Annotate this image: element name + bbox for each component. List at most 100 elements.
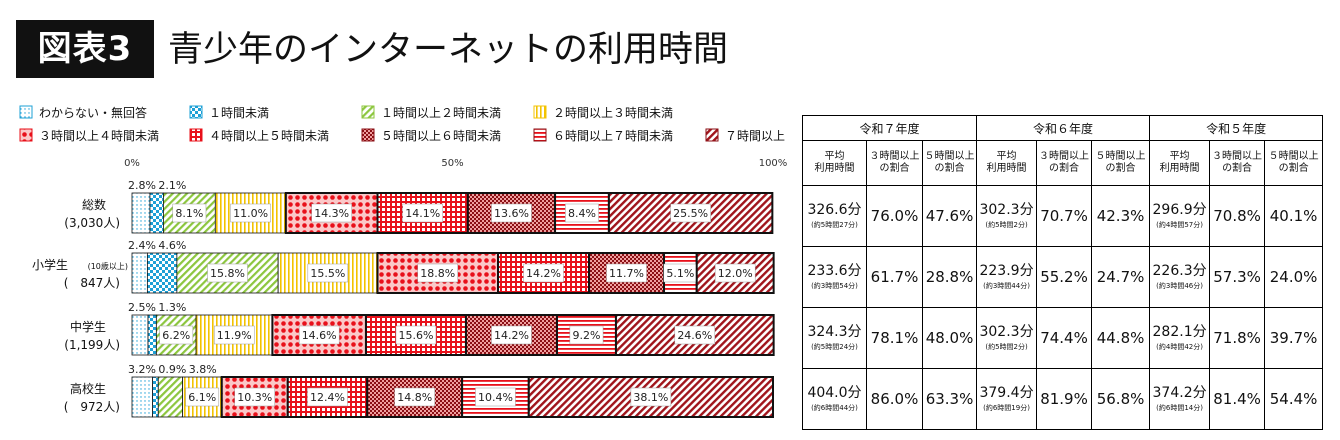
average-time-cell: 296.9分 (約4時間57分) <box>1149 185 1211 247</box>
data-label-box <box>523 263 564 283</box>
page-title: 青少年のインターネットの利用時間 <box>168 30 729 70</box>
category-count: ( 847人) <box>64 276 120 290</box>
percentage-cell: 86.0% <box>866 368 923 430</box>
average-time-cell: 302.3分 (約5時間2分) <box>976 185 1038 247</box>
column-header: ３時間以上 の割合 <box>866 140 923 186</box>
category-labels: 総数 (3,030人) 小学生 (10歳以上) ( 847人) 中学生 (1,199人) 高校… <box>32 197 128 414</box>
average-minutes: 302.3分 <box>979 202 1034 218</box>
stacked-bar-chart: わからない・無回答 １時間未満 １時間以上２時間未満 ２時間以上３時間未満 ３時間以上４… <box>19 105 787 418</box>
percentage-cell: 78.1% <box>866 307 923 369</box>
average-approx: (約6時間44分) <box>811 404 858 412</box>
average-minutes: 404.0分 <box>807 385 862 401</box>
data-label: 2.8% <box>128 179 156 192</box>
average-minutes: 302.3分 <box>979 324 1034 340</box>
average-minutes: 233.6分 <box>807 263 862 279</box>
data-label-box <box>565 203 599 223</box>
year-header-row: 令和７年度 令和６年度 令和５年度 <box>801 115 1324 141</box>
data-label-box <box>417 263 459 283</box>
year-header: 令和６年度 <box>976 115 1151 141</box>
data-label-box <box>172 203 207 223</box>
percentage-cell: 71.8% <box>1209 307 1266 369</box>
legend-swatch <box>19 128 33 142</box>
percentage-cell: 70.8% <box>1209 185 1266 247</box>
data-label: 10.4% <box>478 391 513 404</box>
column-header: 平均 利用時間 <box>1149 140 1211 186</box>
bar-segment <box>152 376 159 418</box>
data-label-box <box>213 325 255 345</box>
data-label: 14.2% <box>526 267 561 280</box>
data-label: 14.3% <box>314 207 349 220</box>
average-approx: (約3時間54分) <box>811 282 858 290</box>
data-label-box <box>234 387 276 407</box>
average-approx: (約3時間46分) <box>1156 282 1203 290</box>
x-tick-label: 0% <box>124 158 140 169</box>
percentage-cell: 61.7% <box>866 246 923 308</box>
data-label: 9.2% <box>572 329 600 342</box>
data-label-box <box>395 325 437 345</box>
data-label: 2.4% <box>128 239 156 252</box>
table-row: 233.6分 (約3時間54分) 61.7% 28.8% 223.9分 (約3時間44分)… <box>802 246 1324 308</box>
chart-legend: わからない・無回答 １時間未満 １時間以上２時間未満 ２時間以上３時間未満 ３時間以上４… <box>19 105 785 143</box>
category-count: ( 972人) <box>64 400 120 414</box>
data-label-box <box>185 387 220 407</box>
year-header: 令和５年度 <box>1149 115 1324 141</box>
data-label: 15.8% <box>210 267 245 280</box>
table-body: 326.6分 (約5時間27分) 76.0% 47.6% 302.3分 (約5時間2分) 7… <box>802 185 1324 430</box>
average-time-cell: 324.3分 (約5時間24分) <box>802 307 867 369</box>
legend-swatch <box>189 105 203 119</box>
data-label-box <box>307 263 349 283</box>
legend-swatch <box>189 128 203 142</box>
data-label: 8.1% <box>175 207 203 220</box>
percentage-cell: 57.3% <box>1209 246 1266 308</box>
data-label: 5.1% <box>666 267 694 280</box>
average-minutes: 282.1分 <box>1152 324 1207 340</box>
percentage-cell: 76.0% <box>866 185 923 247</box>
legend-swatch <box>19 105 33 119</box>
data-label: 12.0% <box>718 267 753 280</box>
category-count: (1,199人) <box>64 338 120 352</box>
data-label-box <box>159 325 194 345</box>
bar-segment <box>461 376 530 418</box>
average-time-cell: 226.3分 (約3時間46分) <box>1149 246 1211 308</box>
legend-label: ４時間以上５時間未満 <box>209 129 329 143</box>
data-label: 2.1% <box>158 179 186 192</box>
category-name: 総数 <box>82 197 106 212</box>
average-approx: (約3時間44分) <box>983 282 1030 290</box>
data-label-box <box>714 263 756 283</box>
data-label-box <box>491 325 532 345</box>
percentage-cell: 40.1% <box>1264 185 1324 247</box>
average-approx: (約6時間14分) <box>1156 404 1203 412</box>
data-label: 15.5% <box>310 267 345 280</box>
percentage-cell: 44.8% <box>1091 307 1151 369</box>
data-label-box <box>207 263 248 283</box>
category-note: (10歳以上) <box>88 261 128 271</box>
percentage-cell: 47.6% <box>921 185 978 247</box>
summary-table: 令和７年度 令和６年度 令和５年度 平均 利用時間 ３時間以上 の割合 ５時間以上 の割合… <box>801 115 1324 430</box>
legend-swatch <box>533 105 547 119</box>
data-label-box <box>475 387 516 407</box>
data-label-box <box>674 325 716 345</box>
bar-segment <box>131 376 153 418</box>
column-header: ５時間以上 の割合 <box>921 140 978 186</box>
percentage-cell: 81.4% <box>1209 368 1266 430</box>
category-count: (3,030人) <box>64 216 120 230</box>
data-label: 18.8% <box>420 267 455 280</box>
data-label-box <box>606 263 647 283</box>
average-minutes: 326.6分 <box>807 202 862 218</box>
column-header: ３時間以上 の割合 <box>1036 140 1093 186</box>
data-label: 12.4% <box>310 391 345 404</box>
column-header: ３時間以上 の割合 <box>1209 140 1266 186</box>
data-label-box <box>298 325 340 345</box>
data-label: 38.1% <box>633 391 668 404</box>
percentage-cell: 70.7% <box>1036 185 1093 247</box>
data-label: 14.6% <box>302 329 337 342</box>
bars: 8.1% 11.0% 14.3% 14.1% 13.6% 8.4% 25.5% 2.8% 2.1… <box>128 179 775 418</box>
average-time-cell: 326.6分 (約5時間27分) <box>802 185 867 247</box>
legend-label: ７時間以上 <box>725 129 785 143</box>
average-approx: (約4時間57分) <box>1156 221 1203 229</box>
column-header-row: 平均 利用時間 ３時間以上 の割合 ５時間以上 の割合 平均 利用時間 ３時間以上 の割合 ５時間以… <box>802 140 1324 186</box>
legend-label: わからない・無回答 <box>39 105 147 120</box>
data-label-box <box>402 203 443 223</box>
data-label: 14.1% <box>405 207 440 220</box>
bar-segment <box>131 314 149 356</box>
